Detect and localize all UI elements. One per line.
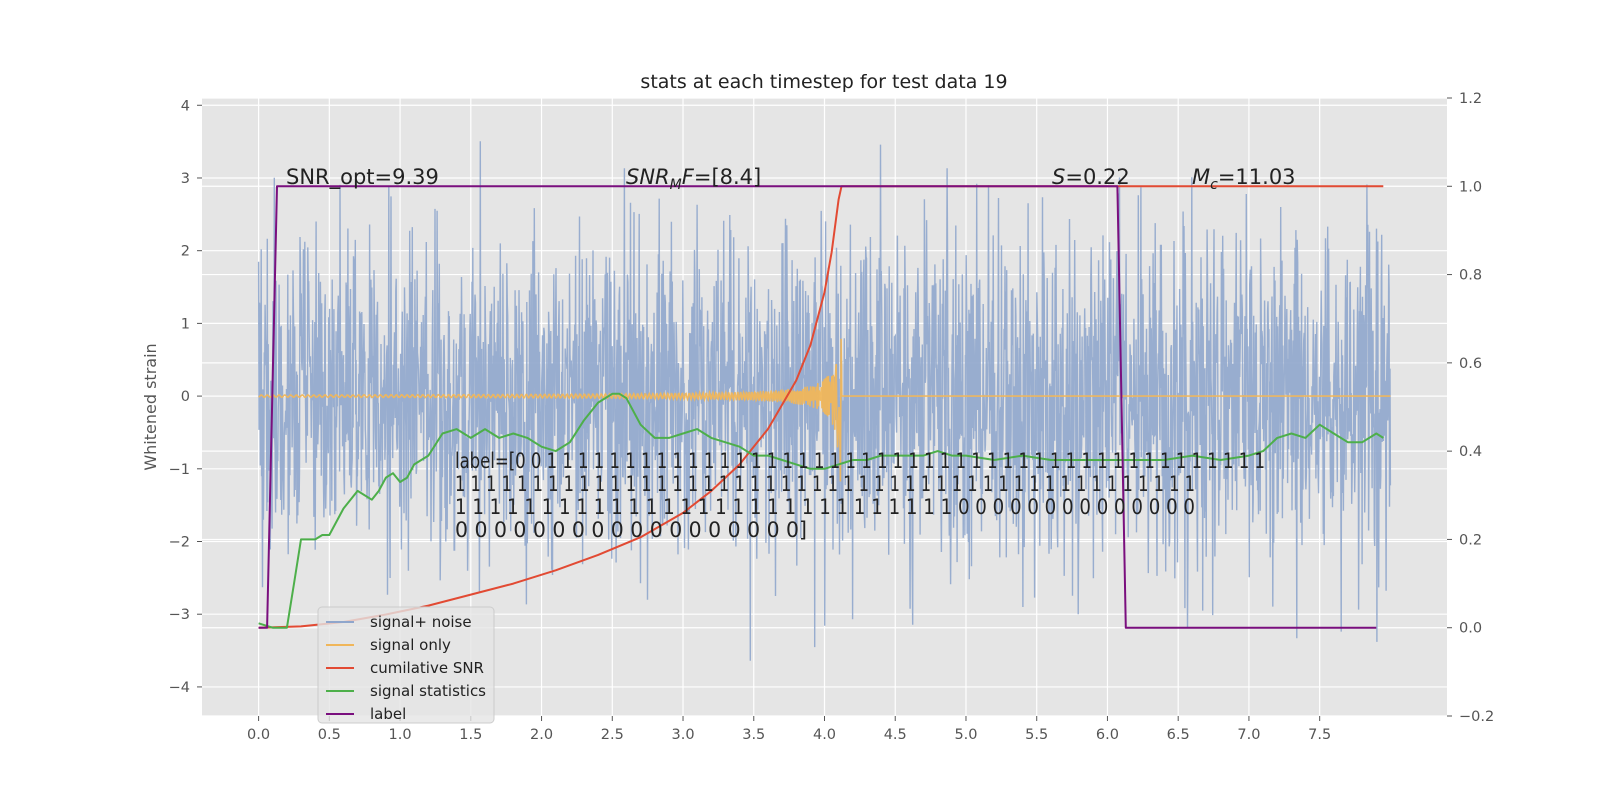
x-tick-label: 6.0 bbox=[1096, 727, 1119, 743]
annotation-snr-opt: SNR_opt=9.39 bbox=[286, 165, 439, 190]
annotation-s-value: =0.22 bbox=[1065, 165, 1129, 189]
y-tick-label: 2 bbox=[181, 244, 190, 260]
legend-label: label bbox=[370, 705, 406, 723]
y2-tick-label: 0.8 bbox=[1459, 268, 1482, 284]
legend-label: signal+ noise bbox=[370, 613, 472, 631]
chart-title: stats at each timestep for test data 19 bbox=[640, 71, 1007, 93]
x-tick-label: 0.0 bbox=[247, 727, 270, 743]
y-tick-label: −2 bbox=[169, 535, 190, 551]
series-line-signal-only bbox=[258, 338, 1391, 482]
x-tick-label: 3.5 bbox=[742, 727, 765, 743]
y-tick-label: −4 bbox=[169, 680, 190, 696]
annotation-snr-mf: SNRMF=[8.4] bbox=[626, 165, 761, 193]
y2-tick-label: −0.2 bbox=[1459, 709, 1494, 725]
label-annotation-line-3: 1 1 1 1 1 1 1 1 1 1 1 1 1 1 1 1 1 1 1 1 … bbox=[455, 495, 1195, 519]
series-line-signal-statistics bbox=[258, 392, 1384, 629]
x-tick-label: 1.0 bbox=[389, 727, 412, 743]
y2-tick-label: 0.2 bbox=[1459, 532, 1482, 548]
x-tick-label: 3.0 bbox=[671, 727, 694, 743]
y2-tick-label: 0.0 bbox=[1459, 621, 1482, 637]
y2-tick-label: 1.2 bbox=[1459, 91, 1482, 107]
x-tick-label: 4.0 bbox=[813, 727, 836, 743]
annotation-s: S=0.22 bbox=[1052, 165, 1130, 189]
legend-label: signal only bbox=[370, 636, 451, 654]
x-tick-label: 5.0 bbox=[954, 727, 977, 743]
y2-tick-label: 0.4 bbox=[1459, 444, 1482, 460]
legend-label: cumilative SNR bbox=[370, 659, 484, 677]
label-annotation-line-2: 1 1 1 1 1 1 1 1 1 1 1 1 1 1 1 1 1 1 1 1 … bbox=[455, 472, 1195, 496]
legend: signal+ noise signal only cumilative SNR si… bbox=[317, 606, 495, 724]
label-annotation-line-4: 0 0 0 0 0 0 0 0 0 0 0 0 0 0 0 0 0 0] bbox=[455, 518, 807, 542]
y-tick-label: −3 bbox=[169, 607, 190, 623]
y2-tick-label: 1.0 bbox=[1459, 179, 1482, 195]
x-tick-label: 2.5 bbox=[601, 727, 624, 743]
x-tick-label: 6.5 bbox=[1167, 727, 1190, 743]
legend-label: signal statistics bbox=[370, 682, 486, 700]
x-tick-label: 1.5 bbox=[459, 727, 482, 743]
x-tick-label: 0.5 bbox=[318, 727, 341, 743]
x-tick-label: 7.0 bbox=[1237, 727, 1260, 743]
y-tick-label: 0 bbox=[181, 389, 190, 405]
series-layer bbox=[257, 141, 1392, 661]
y-tick-label: 1 bbox=[181, 316, 190, 332]
x-tick-label: 2.0 bbox=[530, 727, 553, 743]
x-tick-label: 4.5 bbox=[884, 727, 907, 743]
x-tick-label: 7.5 bbox=[1308, 727, 1331, 743]
axes-layer: 0.0 0.5 1.0 1.5 2.0 2.5 3.0 3.5 4.0 4.5 5.0 5.5 6.0 6… bbox=[169, 91, 1495, 743]
annotation-mc: Mc=11.03 bbox=[1192, 165, 1296, 193]
y2-tick-label: 0.6 bbox=[1459, 356, 1482, 372]
series-line-signal-noise bbox=[257, 141, 1392, 661]
y-tick-label: 4 bbox=[181, 98, 190, 114]
legend-box bbox=[317, 606, 495, 724]
label-annotation: label=[0 0 1 1 1 1 1 1 1 1 1 1 1 1 1 1 1… bbox=[455, 449, 1265, 542]
y-tick-label: −1 bbox=[169, 462, 190, 478]
annotation-mc-value: =11.03 bbox=[1218, 165, 1296, 189]
annotation-snr-mf-value: [8.4] bbox=[711, 165, 761, 189]
y-axis-label: Whitened strain bbox=[141, 343, 160, 470]
y-tick-label: 3 bbox=[181, 171, 190, 187]
label-annotation-line-1: label=[0 0 1 1 1 1 1 1 1 1 1 1 1 1 1 1 1… bbox=[455, 449, 1265, 473]
series-line-label bbox=[258, 185, 1377, 629]
x-tick-label: 5.5 bbox=[1025, 727, 1048, 743]
